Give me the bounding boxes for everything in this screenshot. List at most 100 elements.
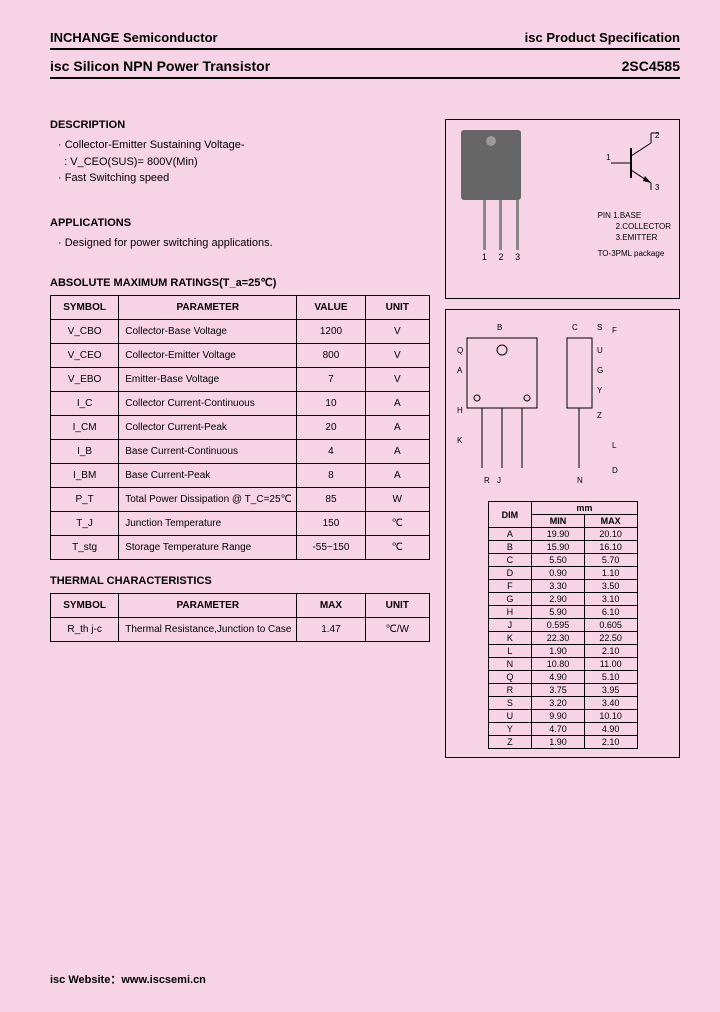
cell-max: 2.10 [584, 736, 637, 749]
table-row: H5.906.10 [488, 606, 637, 619]
cell-param: Storage Temperature Range [119, 536, 297, 560]
table-header-row: SYMBOL PARAMETER VALUE UNIT [51, 296, 430, 320]
svg-text:R: R [484, 476, 490, 485]
header-top: INCHANGE Semiconductor isc Product Speci… [50, 30, 680, 50]
cell-param: Emitter-Base Voltage [119, 368, 297, 392]
table-row: Q4.905.10 [488, 671, 637, 684]
cell-max: 3.50 [584, 580, 637, 593]
cell-max: 0.605 [584, 619, 637, 632]
th-unit: UNIT [365, 296, 429, 320]
svg-text:D: D [612, 466, 618, 475]
cell-value: 150 [297, 512, 365, 536]
cell-symbol: T_J [51, 512, 119, 536]
cell-value: 7 [297, 368, 365, 392]
cell-unit: ℃ [365, 512, 429, 536]
table-header-row: SYMBOL PARAMETER MAX UNIT [51, 594, 430, 618]
th-max: MAX [584, 515, 637, 528]
cell-param: Thermal Resistance,Junction to Case [119, 618, 297, 642]
package-diagram: 1 2 3 1 2 3 [445, 119, 680, 299]
desc-item: · Collector-Emitter Sustaining Voltage- [58, 137, 430, 154]
cell-max: 3.10 [584, 593, 637, 606]
cell-symbol: I_C [51, 392, 119, 416]
cell-value: 20 [297, 416, 365, 440]
cell-unit: ℃ [365, 536, 429, 560]
company-name: INCHANGE Semiconductor [50, 30, 218, 45]
table-row: K22.3022.50 [488, 632, 637, 645]
table-row: I_BMBase Current-Peak8A [51, 464, 430, 488]
cell-min: 5.90 [532, 606, 585, 619]
table-row: L1.902.10 [488, 645, 637, 658]
cell-dim: N [488, 658, 532, 671]
table-row: P_TTotal Power Dissipation @ T_C=25℃85W [51, 488, 430, 512]
cell-value: 4 [297, 440, 365, 464]
cell-dim: C [488, 554, 532, 567]
table-row: I_CMCollector Current-Peak20A [51, 416, 430, 440]
svg-text:3: 3 [655, 183, 660, 192]
cell-unit: V [365, 320, 429, 344]
cell-min: 0.595 [532, 619, 585, 632]
table-row: T_JJunction Temperature150℃ [51, 512, 430, 536]
cell-min: 1.90 [532, 645, 585, 658]
cell-min: 9.90 [532, 710, 585, 723]
cell-dim: S [488, 697, 532, 710]
cell-min: 1.90 [532, 736, 585, 749]
cell-max: 5.70 [584, 554, 637, 567]
cell-param: Base Current-Peak [119, 464, 297, 488]
cell-max: 6.10 [584, 606, 637, 619]
svg-text:A: A [457, 366, 463, 375]
svg-text:2: 2 [655, 131, 660, 140]
cell-dim: Y [488, 723, 532, 736]
svg-text:K: K [457, 436, 463, 445]
cell-min: 4.90 [532, 671, 585, 684]
table-row: B15.9016.10 [488, 541, 637, 554]
description-title: DESCRIPTION [50, 119, 430, 131]
th-min: MIN [532, 515, 585, 528]
cell-param: Collector Current-Peak [119, 416, 297, 440]
cell-symbol: T_stg [51, 536, 119, 560]
table-row: U9.9010.10 [488, 710, 637, 723]
cell-symbol: V_CEO [51, 344, 119, 368]
cell-min: 0.90 [532, 567, 585, 580]
ratings-title: ABSOLUTE MAXIMUM RATINGS(T_a=25℃) [50, 276, 430, 289]
cell-dim: R [488, 684, 532, 697]
svg-text:B: B [497, 323, 502, 332]
cell-dim: D [488, 567, 532, 580]
table-row: A19.9020.10 [488, 528, 637, 541]
cell-param: Base Current-Continuous [119, 440, 297, 464]
dimensions-table: DIMmm MINMAX A19.9020.10B15.9016.10C5.50… [488, 501, 638, 749]
cell-unit: A [365, 416, 429, 440]
cell-dim: G [488, 593, 532, 606]
cell-dim: K [488, 632, 532, 645]
table-row: D0.901.10 [488, 567, 637, 580]
cell-max: 1.10 [584, 567, 637, 580]
cell-min: 3.75 [532, 684, 585, 697]
part-number: 2SC4585 [622, 58, 680, 74]
dimension-drawing-icon: B A H K Q J R C S F U G [452, 318, 673, 493]
cell-value: 800 [297, 344, 365, 368]
cell-dim: B [488, 541, 532, 554]
cell-max: 2.10 [584, 645, 637, 658]
cell-unit: V [365, 344, 429, 368]
pin-2-label: 2 [498, 252, 503, 262]
th-symbol: SYMBOL [51, 594, 119, 618]
cell-param: Collector Current-Continuous [119, 392, 297, 416]
cell-dim: Z [488, 736, 532, 749]
cell-dim: J [488, 619, 532, 632]
desc-item: · Fast Switching speed [58, 170, 430, 187]
transistor-symbol-icon: 1 2 3 [601, 128, 671, 198]
cell-max: 16.10 [584, 541, 637, 554]
th-unit: UNIT [365, 594, 429, 618]
cell-symbol: V_CBO [51, 320, 119, 344]
footer: isc Website：www.iscsemi.cn [50, 971, 206, 987]
cell-dim: Q [488, 671, 532, 684]
cell-dim: A [488, 528, 532, 541]
svg-text:G: G [597, 366, 603, 375]
cell-max: 10.10 [584, 710, 637, 723]
cell-max: 20.10 [584, 528, 637, 541]
table-row: N10.8011.00 [488, 658, 637, 671]
th-max: MAX [297, 594, 365, 618]
cell-max: 22.50 [584, 632, 637, 645]
table-row: C5.505.70 [488, 554, 637, 567]
cell-symbol: R_th j-c [51, 618, 119, 642]
cell-dim: U [488, 710, 532, 723]
